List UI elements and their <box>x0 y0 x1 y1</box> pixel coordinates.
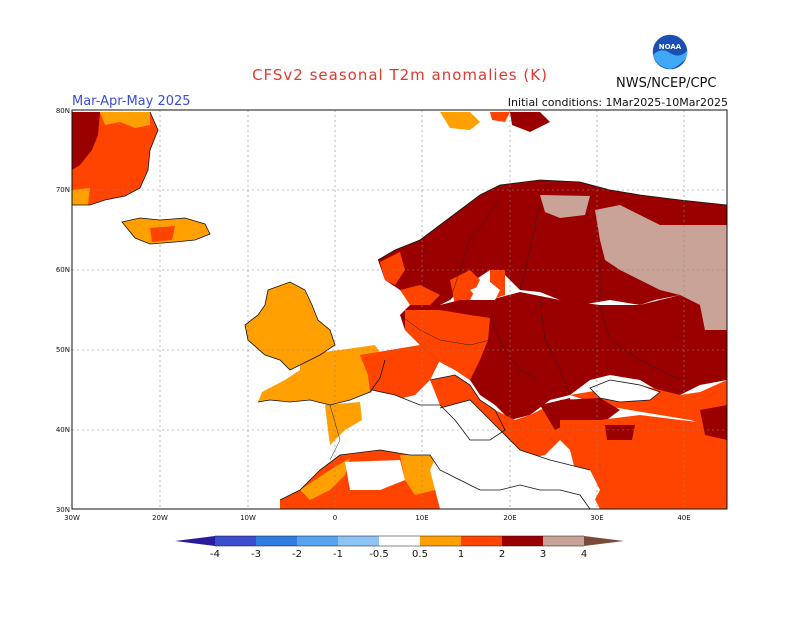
colorbar-tick-label: -3 <box>251 549 261 560</box>
colorbar-swatch-2 <box>256 536 297 546</box>
lat-label-30n: 30N <box>56 506 70 514</box>
lon-label-40e: 40E <box>677 514 690 522</box>
organization-label: NWS/NCEP/CPC <box>616 76 717 91</box>
country-borders <box>329 199 681 461</box>
map-title: CFSv2 seasonal T2m anomalies (K) <box>252 66 548 84</box>
lat-label-40n: 40N <box>56 426 70 434</box>
lon-label-20e: 20E <box>503 514 516 522</box>
map-frame <box>71 109 728 510</box>
colorbar-tick-label: -0.5 <box>369 549 389 560</box>
sea-masks <box>365 282 660 509</box>
lon-label-10e: 10E <box>415 514 428 522</box>
lon-label-0: 0 <box>333 514 337 522</box>
colorbar-swatch-5 <box>379 536 420 546</box>
colorbar-tick-label: -2 <box>292 549 302 560</box>
lat-label-70n: 70N <box>56 186 70 194</box>
colorbar-swatch-gt-4 <box>584 536 624 546</box>
season-label: Mar-Apr-May 2025 <box>72 94 191 109</box>
colorbar-tick-label: -1 <box>333 549 343 560</box>
colorbar-swatch-3 <box>297 536 338 546</box>
lon-label-30w: 30W <box>64 514 80 522</box>
graticule <box>72 110 727 509</box>
lat-label-50n: 50N <box>56 346 70 354</box>
colorbar-swatch-9 <box>543 536 584 546</box>
colorbar-swatch-1 <box>215 536 256 546</box>
logo-text: NOAA <box>659 43 682 51</box>
colorbar-tick-label: 0.5 <box>412 549 428 560</box>
colorbar: -4 -3 -2 -1 -0.5 0.5 1 2 3 4 <box>175 535 624 560</box>
noaa-logo: NOAA <box>651 33 689 71</box>
lon-label-10w: 10W <box>240 514 256 522</box>
colorbar-tick-label: 4 <box>581 549 587 560</box>
colorbar-swatch-4 <box>338 536 379 546</box>
lon-label-20w: 20W <box>152 514 168 522</box>
lat-label-80n: 80N <box>56 107 70 115</box>
colorbar-swatch-lt-4 <box>175 536 215 546</box>
colorbar-tick-label: 2 <box>499 549 505 560</box>
initial-conditions-label: Initial conditions: 1Mar2025-10Mar2025 <box>507 96 728 109</box>
anomaly-shading <box>72 112 727 509</box>
lat-label-60n: 60N <box>56 266 70 274</box>
colorbar-swatch-7 <box>461 536 502 546</box>
colorbar-swatch-8 <box>502 536 543 546</box>
lon-label-30e: 30E <box>590 514 603 522</box>
colorbar-tick-label: 1 <box>458 549 464 560</box>
colorbar-tick-label: -4 <box>210 549 220 560</box>
colorbar-tick-label: 3 <box>540 549 546 560</box>
colorbar-swatch-6 <box>420 536 461 546</box>
